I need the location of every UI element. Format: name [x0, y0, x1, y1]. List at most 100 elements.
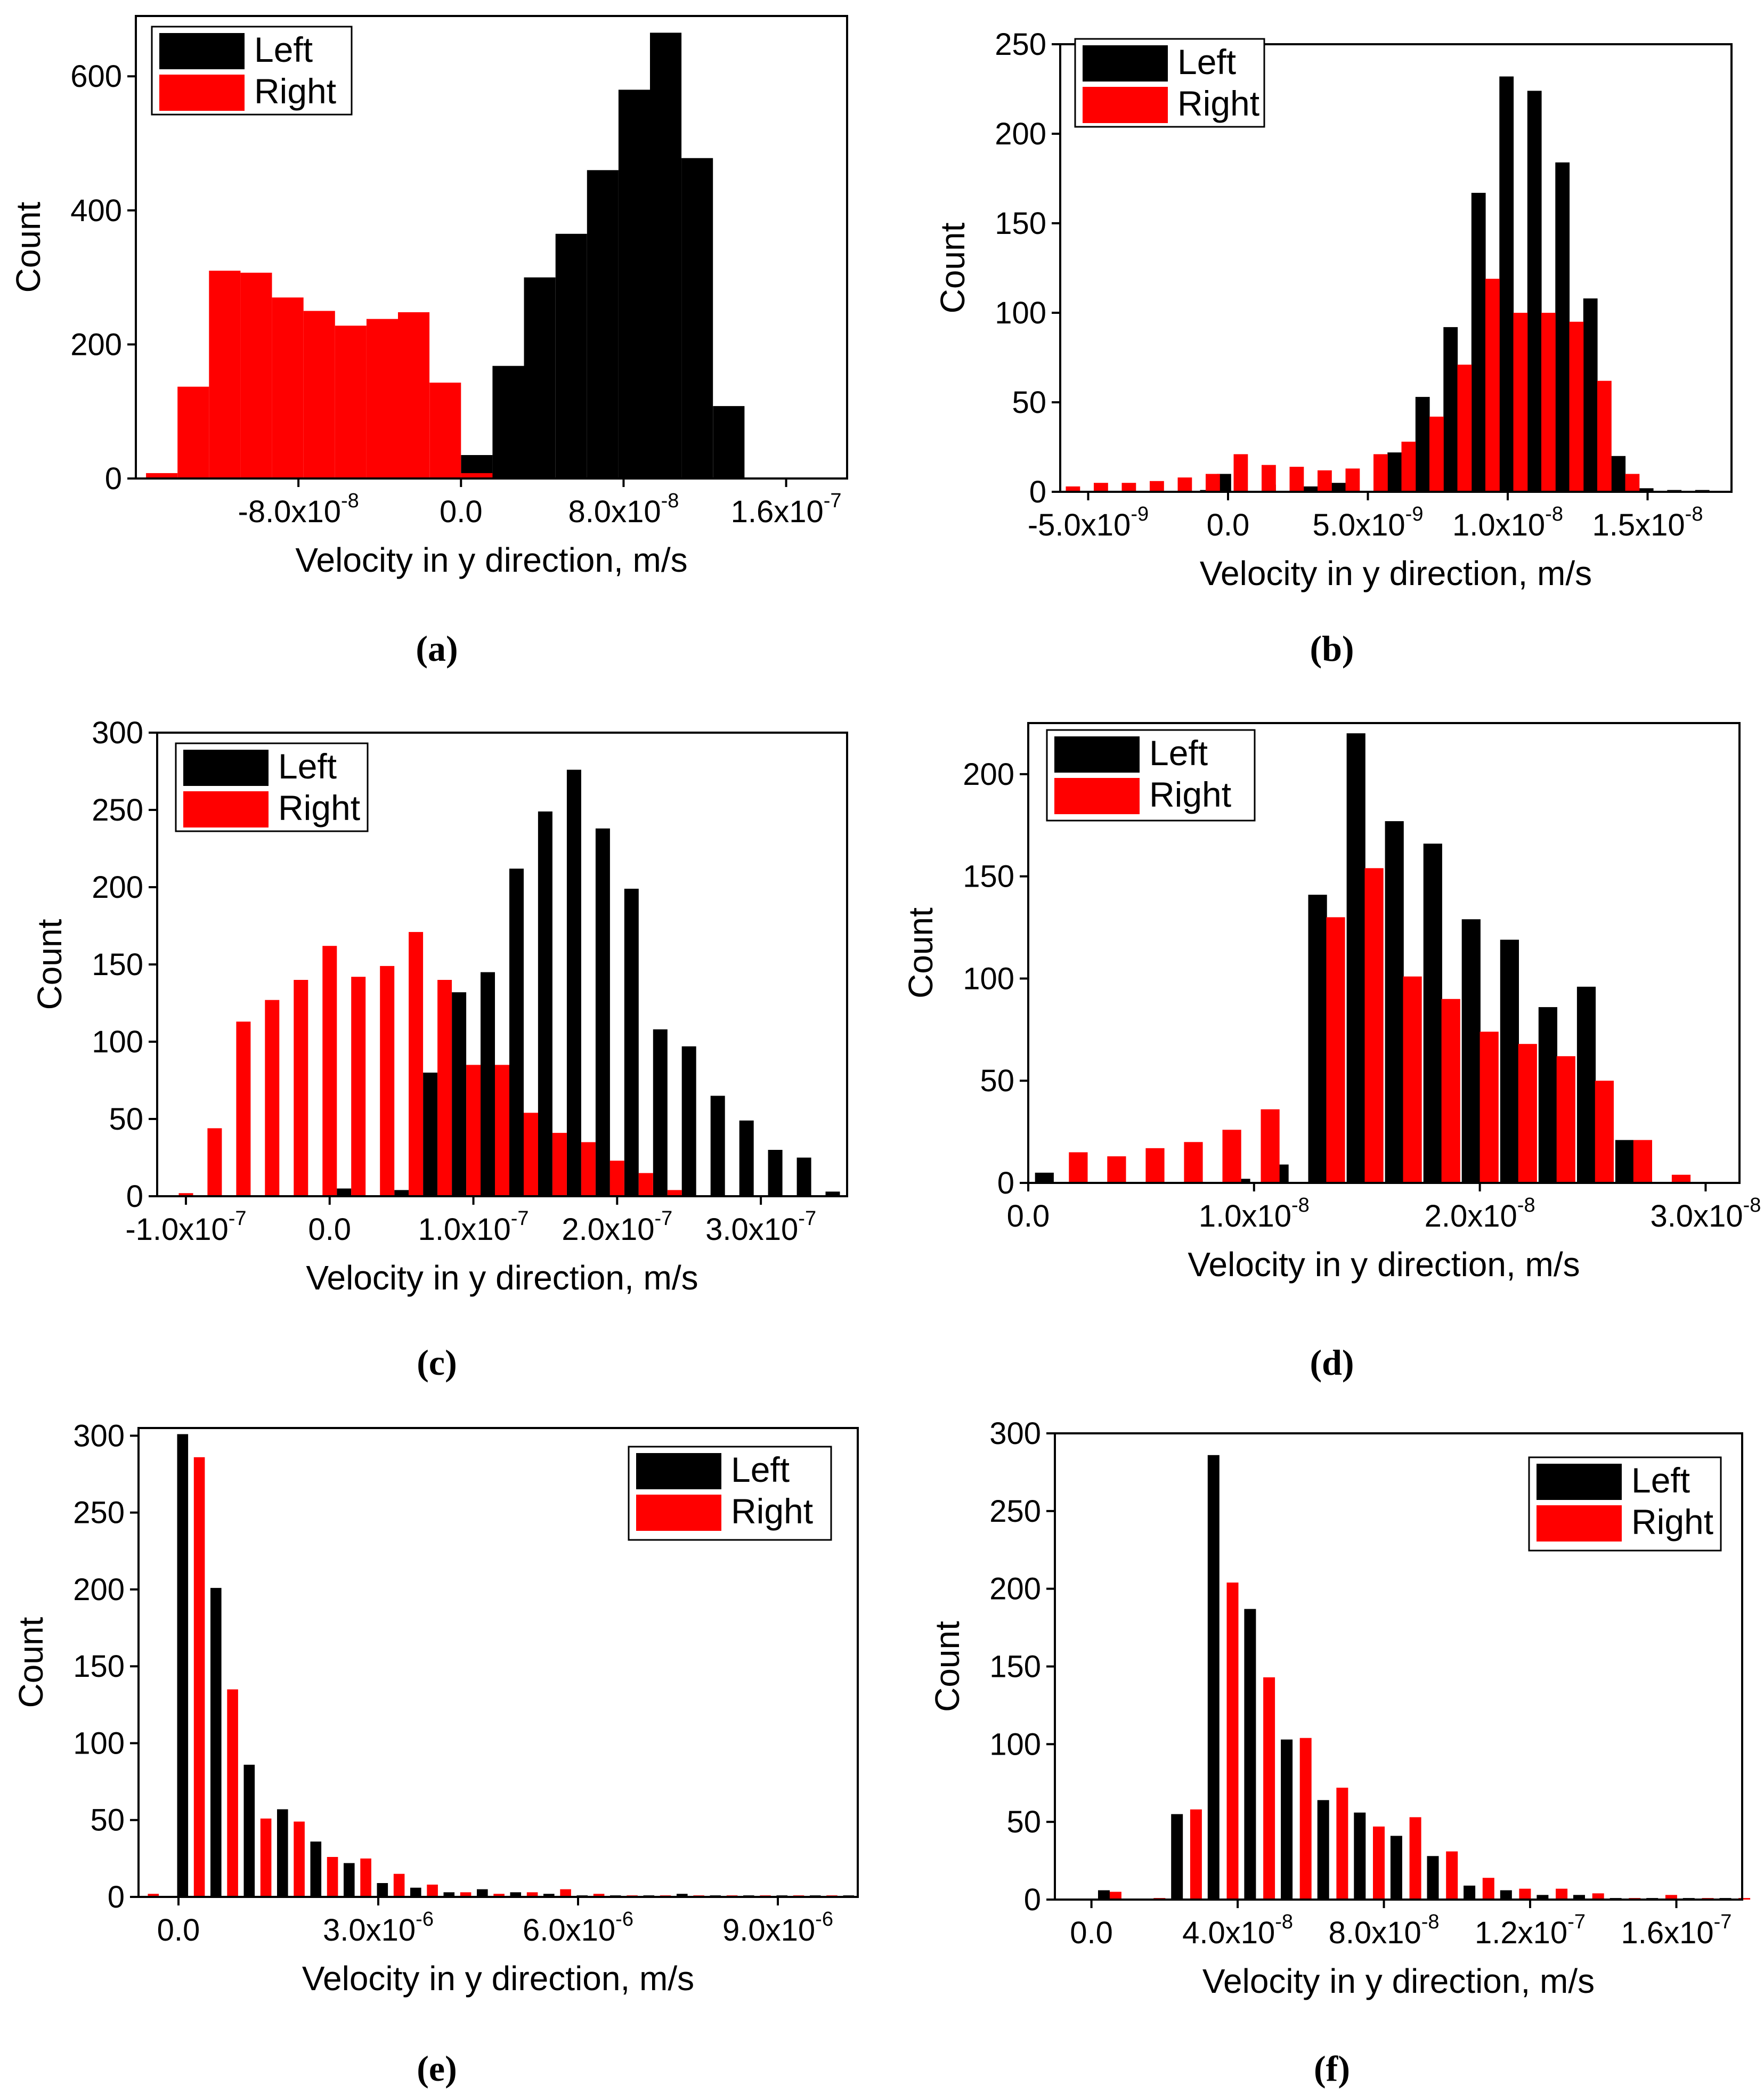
bar-right-7 — [1373, 1826, 1385, 1900]
x-tick-exponent: -7 — [1714, 1911, 1732, 1933]
y-tick-label: 150 — [963, 859, 1014, 894]
x-tick-exponent: -8 — [1421, 1911, 1440, 1933]
legend-label-left: Left — [278, 747, 337, 786]
legend-label-right: Right — [1177, 84, 1259, 123]
bar-left-10 — [1527, 91, 1542, 492]
bar-left-0 — [177, 1434, 189, 1897]
x-tick-label: 5.0x10-9 — [1313, 503, 1424, 542]
y-tick-label: 100 — [989, 1727, 1041, 1762]
y-tick-label: 300 — [73, 1418, 125, 1453]
y-tick-label: 50 — [980, 1064, 1014, 1098]
panel-caption: (f) — [1314, 2048, 1350, 2089]
bar-right-15 — [1595, 1081, 1614, 1183]
x-tick-exponent: -6 — [815, 1908, 833, 1930]
bar-left-8 — [1500, 939, 1519, 1183]
bar-left-11 — [681, 1046, 696, 1196]
x-tick-label: -5.0x10-9 — [1028, 503, 1149, 542]
y-tick-label: 0 — [126, 1179, 143, 1214]
bar-right-6 — [1336, 1788, 1348, 1900]
bar-right-10 — [1482, 1878, 1494, 1900]
bar-right-6 — [360, 1858, 371, 1897]
bar-right-6 — [1233, 454, 1248, 492]
bar-left-7 — [1390, 1836, 1402, 1900]
plot-frame — [137, 1427, 859, 1898]
bar-right-1 — [193, 1457, 205, 1897]
bar-left-8 — [1471, 192, 1486, 492]
bar-left-15 — [677, 1894, 688, 1897]
bar-right-13 — [1592, 1893, 1604, 1900]
x-tick-mantissa: 1.6x10 — [731, 494, 824, 529]
x-tick-label: -1.0x10-7 — [125, 1207, 246, 1247]
bar-right-7 — [393, 1873, 405, 1897]
bar-right-15 — [1485, 279, 1500, 492]
x-tick-label: 8.0x10-8 — [1329, 1911, 1440, 1950]
x-tick-exponent: -8 — [1743, 1194, 1761, 1216]
bar-right-0 — [146, 473, 178, 478]
bar-right-5 — [1206, 474, 1220, 492]
bar-left-6 — [377, 1883, 388, 1897]
bar-right-2 — [209, 271, 241, 478]
bar-right-19 — [1597, 380, 1612, 492]
bar-left-13 — [739, 1120, 754, 1196]
legend-swatch-right — [636, 1495, 721, 1531]
x-tick-exponent: -8 — [1685, 503, 1703, 525]
x-tick-label: 1.0x10-8 — [1199, 1194, 1310, 1234]
x-tick-mantissa: -8.0x10 — [238, 494, 341, 529]
bar-right-7 — [1262, 465, 1276, 492]
x-tick-label: 1.0x10-8 — [1452, 503, 1563, 542]
bar-right-13 — [1429, 416, 1444, 492]
panel-caption: (e) — [417, 2048, 457, 2089]
y-tick-label: 50 — [1012, 385, 1046, 420]
bar-right-1 — [1094, 483, 1108, 492]
x-tick-label: -8.0x10-8 — [238, 490, 359, 529]
y-tick-label: 250 — [92, 793, 143, 828]
legend-label-left: Left — [1631, 1461, 1690, 1500]
bar-right-1 — [1069, 1152, 1088, 1183]
bar-right-2 — [227, 1689, 238, 1897]
bar-right-8 — [398, 312, 430, 478]
x-tick-label: 1.5x10-8 — [1592, 503, 1703, 542]
bar-left-7 — [1443, 327, 1458, 492]
x-tick-mantissa: 1.0x10 — [418, 1212, 511, 1247]
bar-left-7 — [410, 1887, 421, 1897]
bar-right-14 — [1556, 1056, 1575, 1183]
bar-right-4 — [294, 980, 308, 1196]
x-tick-exponent: -7 — [229, 1207, 247, 1230]
bar-right-8 — [1409, 1817, 1421, 1900]
bar-left-1 — [1171, 1814, 1183, 1900]
y-tick-label: 0 — [1024, 1883, 1041, 1917]
bar-right-9 — [429, 383, 461, 478]
bar-left-4 — [587, 170, 619, 478]
bar-right-3 — [260, 1818, 272, 1897]
bar-left-9 — [1464, 1885, 1476, 1900]
bar-left-3 — [1303, 486, 1318, 492]
x-axis-label: Velocity in y direction, m/s — [295, 541, 687, 579]
bar-right-9 — [1318, 470, 1332, 492]
plot-frame — [135, 15, 848, 480]
bar-right-10 — [1403, 976, 1422, 1183]
bar-left-11 — [543, 1894, 555, 1897]
bar-left-4 — [481, 972, 495, 1196]
bar-left-9 — [1499, 76, 1514, 492]
bar-left-7 — [681, 158, 713, 478]
x-tick-exponent: -8 — [661, 490, 679, 512]
bar-right-4 — [1184, 1142, 1203, 1183]
bar-right-4 — [1177, 477, 1192, 492]
bar-right-13 — [552, 1133, 567, 1196]
bar-left-11 — [1537, 1895, 1549, 1900]
x-tick-exponent: -7 — [798, 1207, 816, 1230]
bar-left-9 — [1538, 1007, 1557, 1183]
x-tick-mantissa: 2.0x10 — [562, 1212, 654, 1247]
bar-right-17 — [1671, 1174, 1691, 1183]
bar-left-11 — [1555, 162, 1570, 492]
bar-left-9 — [477, 1889, 488, 1897]
panel-caption: (c) — [417, 1342, 457, 1383]
bar-left-1 — [394, 1190, 409, 1196]
y-tick-label: 250 — [73, 1496, 125, 1530]
bar-right-4 — [272, 297, 304, 478]
